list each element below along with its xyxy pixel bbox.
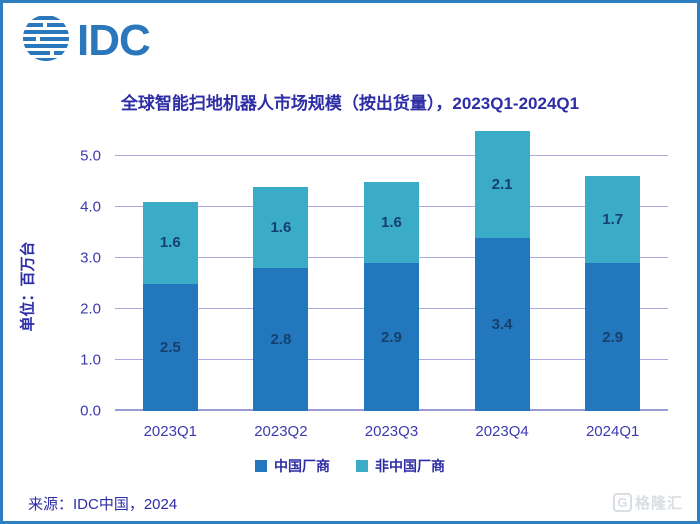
data-label: 2.9 xyxy=(602,328,624,346)
bar-segment-非中国厂商: 1.7 xyxy=(585,176,641,264)
y-axis-label: 单位：百万台 xyxy=(19,240,37,332)
bar-2023Q4: 2.1 3.4 xyxy=(447,125,558,411)
bar-segment-非中国厂商: 1.6 xyxy=(142,201,198,284)
chart-title: 全球智能扫地机器人市场规模（按出货量），2023Q1-2024Q1 xyxy=(120,94,580,113)
data-label: 1.7 xyxy=(602,211,624,229)
bar-2023Q1: 1.6 2.5 xyxy=(115,125,226,411)
data-label: 2.8 xyxy=(270,331,292,349)
legend: 中国厂商 非中国厂商 xyxy=(3,456,697,476)
data-label: 1.6 xyxy=(381,213,402,231)
x-tick-label: 2023Q1 xyxy=(143,423,197,440)
bar-segment-中国厂商: 2.9 xyxy=(585,263,641,411)
data-label: 1.6 xyxy=(159,234,181,252)
idc-globe-icon xyxy=(21,13,71,68)
y-tick-label: 3.0 xyxy=(80,249,101,267)
bar-segment-中国厂商: 2.9 xyxy=(363,263,419,411)
bar-segment-非中国厂商: 2.1 xyxy=(474,130,530,238)
y-tick-label: 1.0 xyxy=(80,351,101,369)
bar-2023Q2: 1.6 2.8 xyxy=(226,125,337,411)
bar-segment-非中国厂商: 1.6 xyxy=(253,186,309,269)
x-axis-labels: 2023Q1 2023Q2 2023Q3 2023Q4 2024Q1 xyxy=(115,423,668,440)
data-label: 3.4 xyxy=(491,315,513,333)
y-tick-label: 5.0 xyxy=(80,147,101,165)
legend-label: 中国厂商 xyxy=(274,458,330,474)
bar-2024Q1: 1.7 2.9 xyxy=(557,125,668,411)
x-tick-label: 2024Q1 xyxy=(585,423,640,440)
y-tick-label: 0.0 xyxy=(80,402,101,420)
data-label: 2.5 xyxy=(159,338,181,356)
bar-segment-中国厂商: 2.8 xyxy=(253,268,309,411)
gridline xyxy=(115,155,668,156)
y-tick-label: 4.0 xyxy=(80,198,101,216)
plot-area: 1.6 2.5 1.6 2.8 1.6 2.9 2.1 3.4 1.7 2.9 xyxy=(115,125,668,411)
legend-item-中国厂商: 中国厂商 xyxy=(255,456,330,476)
watermark-text: 格隆汇 xyxy=(634,495,683,512)
legend-label: 非中国厂商 xyxy=(375,458,445,474)
data-label: 2.1 xyxy=(491,175,513,193)
watermark-g-icon: G xyxy=(612,493,632,512)
watermark: G 格隆汇 xyxy=(612,492,683,513)
legend-swatch xyxy=(356,460,368,472)
bar-2023Q3: 1.6 2.9 xyxy=(336,125,447,411)
y-tick-label: 2.0 xyxy=(80,300,101,318)
idc-logo-text: IDC xyxy=(77,15,151,65)
bar-segment-中国厂商: 3.4 xyxy=(474,237,530,411)
bar-segment-中国厂商: 2.5 xyxy=(142,283,198,411)
data-label: 2.9 xyxy=(381,328,402,346)
idc-logo: IDC xyxy=(21,13,151,68)
legend-item-非中国厂商: 非中国厂商 xyxy=(356,456,445,476)
y-axis-ticks: 0.0 1.0 2.0 3.0 4.0 5.0 xyxy=(61,125,107,420)
bar-segment-非中国厂商: 1.6 xyxy=(363,181,419,264)
x-tick-label: 2023Q2 xyxy=(254,423,308,440)
legend-swatch xyxy=(255,460,267,472)
data-label: 1.6 xyxy=(270,218,292,236)
x-tick-label: 2023Q4 xyxy=(475,423,529,440)
x-tick-label: 2023Q3 xyxy=(364,423,419,440)
bars-container: 1.6 2.5 1.6 2.8 1.6 2.9 2.1 3.4 1.7 2.9 xyxy=(115,125,668,411)
source-note: 来源：IDC中国，2024 xyxy=(28,496,178,513)
